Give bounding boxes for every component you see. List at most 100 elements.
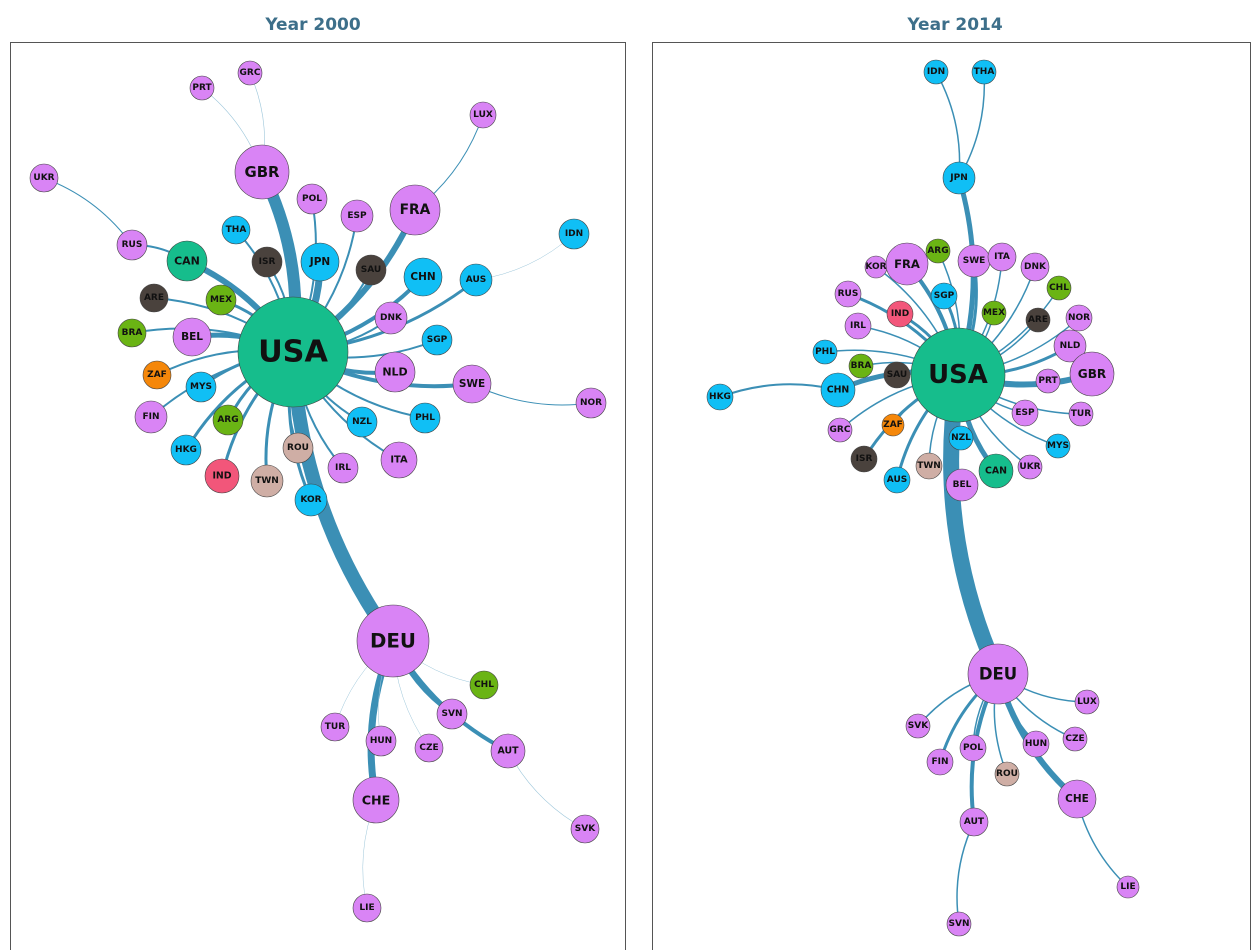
node-label: MYS [190, 382, 212, 392]
node [421, 324, 453, 356]
node-label: CHL [1049, 283, 1069, 293]
node-label: LUX [473, 110, 493, 120]
node [967, 643, 1029, 705]
node [905, 713, 931, 739]
node [250, 464, 284, 498]
node [389, 184, 441, 236]
node [883, 466, 911, 494]
node [942, 161, 976, 195]
node-label: LIE [359, 903, 374, 913]
node [1068, 401, 1094, 427]
node [948, 425, 974, 451]
node-label: GRC [830, 425, 851, 435]
panel-frame [652, 42, 1251, 950]
node [436, 698, 468, 730]
node [844, 312, 872, 340]
node [29, 163, 59, 193]
node-label: ROU [996, 769, 1018, 779]
edge [43, 177, 133, 246]
node [237, 296, 349, 408]
nodes: USA GBR PRT GRC LUX UKR RUS CAN THA ISR POL JPN ESP F… [29, 59, 1140, 937]
node-label: DNK [1024, 262, 1047, 272]
node-label: BEL [181, 331, 203, 343]
node-label: ZAF [147, 370, 167, 380]
node [946, 911, 972, 937]
node-label: POL [963, 743, 983, 753]
node [1116, 875, 1140, 899]
node-label: UKR [33, 173, 54, 183]
node [139, 283, 169, 313]
node-label: BRA [122, 328, 143, 338]
node-label: USA [258, 335, 328, 370]
node-label: CHL [474, 680, 494, 690]
node [282, 432, 314, 464]
edge [956, 821, 975, 925]
node-label: FIN [931, 757, 948, 767]
node [170, 434, 202, 466]
node [930, 282, 958, 310]
node-label: DEU [979, 665, 1017, 684]
node [820, 372, 856, 408]
node-label: SWE [963, 256, 986, 266]
node-label: SVN [949, 919, 970, 929]
node-label: TWN [255, 476, 279, 486]
node-label: FRA [894, 257, 920, 271]
node [1053, 329, 1087, 363]
node [558, 218, 590, 250]
node [134, 400, 168, 434]
node [346, 406, 378, 438]
node-label: ITA [994, 252, 1010, 262]
node-label: HKG [175, 445, 197, 455]
node [117, 318, 147, 348]
node-label: NLD [382, 366, 407, 379]
node [490, 733, 526, 769]
node [1017, 454, 1043, 480]
node [294, 483, 328, 517]
node [1065, 304, 1093, 332]
node [881, 413, 905, 437]
node-label: HUN [1025, 739, 1047, 749]
node-label: USA [928, 360, 988, 390]
edge [719, 383, 839, 398]
node [185, 371, 217, 403]
node [469, 670, 499, 700]
node [812, 339, 838, 365]
node [1057, 779, 1097, 819]
node-label: SWE [459, 378, 485, 390]
node [1046, 275, 1072, 301]
node-label: AUS [466, 275, 486, 285]
node-label: ROU [287, 443, 309, 453]
node [834, 280, 862, 308]
node-label: ISR [259, 257, 276, 267]
node [374, 351, 416, 393]
node-label: PHL [415, 413, 435, 423]
node [172, 317, 212, 357]
node-label: IRL [335, 463, 351, 473]
node-label: THA [226, 225, 247, 235]
node [403, 257, 443, 297]
node-label: CAN [174, 255, 200, 268]
node [915, 452, 943, 480]
node-label: JPN [949, 173, 967, 183]
node-label: RUS [838, 289, 859, 299]
node [987, 242, 1017, 272]
node-label: HUN [370, 736, 392, 746]
node [365, 725, 397, 757]
node-label: GBR [244, 163, 280, 181]
node-label: ARE [144, 293, 164, 303]
node [1011, 399, 1039, 427]
node [237, 60, 263, 86]
node-label: SAU [887, 370, 907, 380]
node-label: TUR [325, 722, 345, 732]
node [925, 238, 951, 264]
node [166, 240, 208, 282]
node [212, 404, 244, 436]
node [356, 604, 430, 678]
node [981, 300, 1007, 326]
node-label: IDN [927, 67, 945, 77]
node-label: KOR [300, 495, 321, 505]
node-label: PRT [192, 83, 212, 93]
panel-title: Year 2000 [264, 15, 361, 35]
node-label: FIN [142, 412, 159, 422]
node [923, 59, 949, 85]
